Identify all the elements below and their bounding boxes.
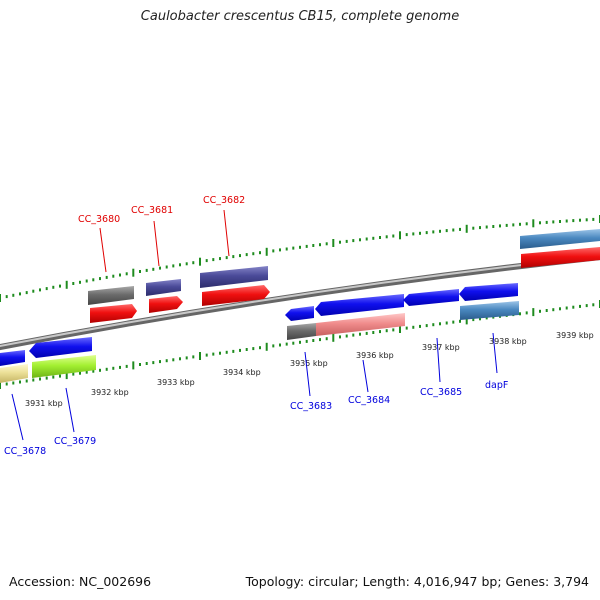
gene-feature[interactable]: [520, 229, 600, 249]
gene-label-cc-3682[interactable]: CC_3682: [203, 195, 245, 206]
gene-feature[interactable]: [88, 286, 134, 305]
leader-line: [436, 337, 441, 383]
gene-feature[interactable]: [287, 323, 316, 340]
gene-feature[interactable]: [90, 304, 137, 323]
gene-feature[interactable]: [459, 283, 518, 301]
kbp-label: 3933 kbp: [157, 378, 195, 387]
leader-line: [65, 387, 75, 433]
bottom-gene-labels: CC_3678 CC_3679 CC_3683 CC_3684 CC_3685 …: [4, 332, 508, 457]
gene-label-cc-3678[interactable]: CC_3678: [4, 446, 46, 457]
bottom-tick-row: [0, 300, 600, 389]
kbp-label: 3934 kbp: [223, 368, 261, 377]
gene-feature[interactable]: [200, 266, 268, 288]
gene-feature[interactable]: [521, 247, 600, 268]
gene-label-cc-3685[interactable]: CC_3685: [420, 387, 462, 398]
kbp-scale: 3931 kbp 3932 kbp 3933 kbp 3934 kbp 3935…: [25, 331, 594, 408]
leader-line: [153, 220, 160, 267]
gene-feature[interactable]: [285, 306, 314, 321]
genome-summary: Topology: circular; Length: 4,016,947 bp…: [245, 574, 589, 589]
gene-feature[interactable]: [202, 285, 270, 306]
top-gene-labels: CC_3680 CC_3681 CC_3682: [78, 195, 245, 273]
kbp-label: 3935 kbp: [290, 359, 328, 368]
leader-line: [362, 359, 369, 393]
bottom-feature-band: [0, 283, 519, 383]
gene-feature[interactable]: [29, 337, 92, 358]
top-tick-row: [0, 215, 600, 302]
gene-feature[interactable]: [315, 294, 404, 316]
gene-feature[interactable]: [146, 279, 181, 296]
gene-label-dapf[interactable]: dapF: [485, 380, 508, 391]
kbp-label: 3932 kbp: [91, 388, 129, 397]
gene-label-cc-3681[interactable]: CC_3681: [131, 205, 173, 216]
accession-label: Accession: NC_002696: [9, 574, 152, 589]
leader-line: [304, 351, 311, 397]
leader-line: [223, 209, 230, 257]
kbp-label: 3939 kbp: [556, 331, 594, 340]
map-title: Caulobacter crescentus CB15, complete ge…: [140, 9, 460, 24]
kbp-label: 3938 kbp: [489, 337, 527, 346]
leader-line: [11, 393, 24, 441]
gene-feature[interactable]: [0, 364, 28, 383]
leader-line: [492, 332, 498, 374]
kbp-label: 3936 kbp: [356, 351, 394, 360]
gene-label-cc-3680[interactable]: CC_3680: [78, 214, 120, 225]
top-feature-band: [88, 229, 600, 323]
gene-feature[interactable]: [403, 289, 459, 306]
gene-feature[interactable]: [32, 355, 96, 378]
leader-line: [99, 227, 107, 273]
gene-label-cc-3684[interactable]: CC_3684: [348, 395, 390, 406]
gene-feature[interactable]: [0, 350, 25, 366]
gene-feature[interactable]: [460, 301, 519, 320]
gene-label-cc-3683[interactable]: CC_3683: [290, 401, 332, 412]
gene-label-cc-3679[interactable]: CC_3679: [54, 436, 96, 447]
gene-feature[interactable]: [316, 313, 405, 336]
gene-feature[interactable]: [149, 296, 183, 313]
kbp-label: 3931 kbp: [25, 399, 63, 408]
kbp-label: 3937 kbp: [422, 343, 460, 352]
